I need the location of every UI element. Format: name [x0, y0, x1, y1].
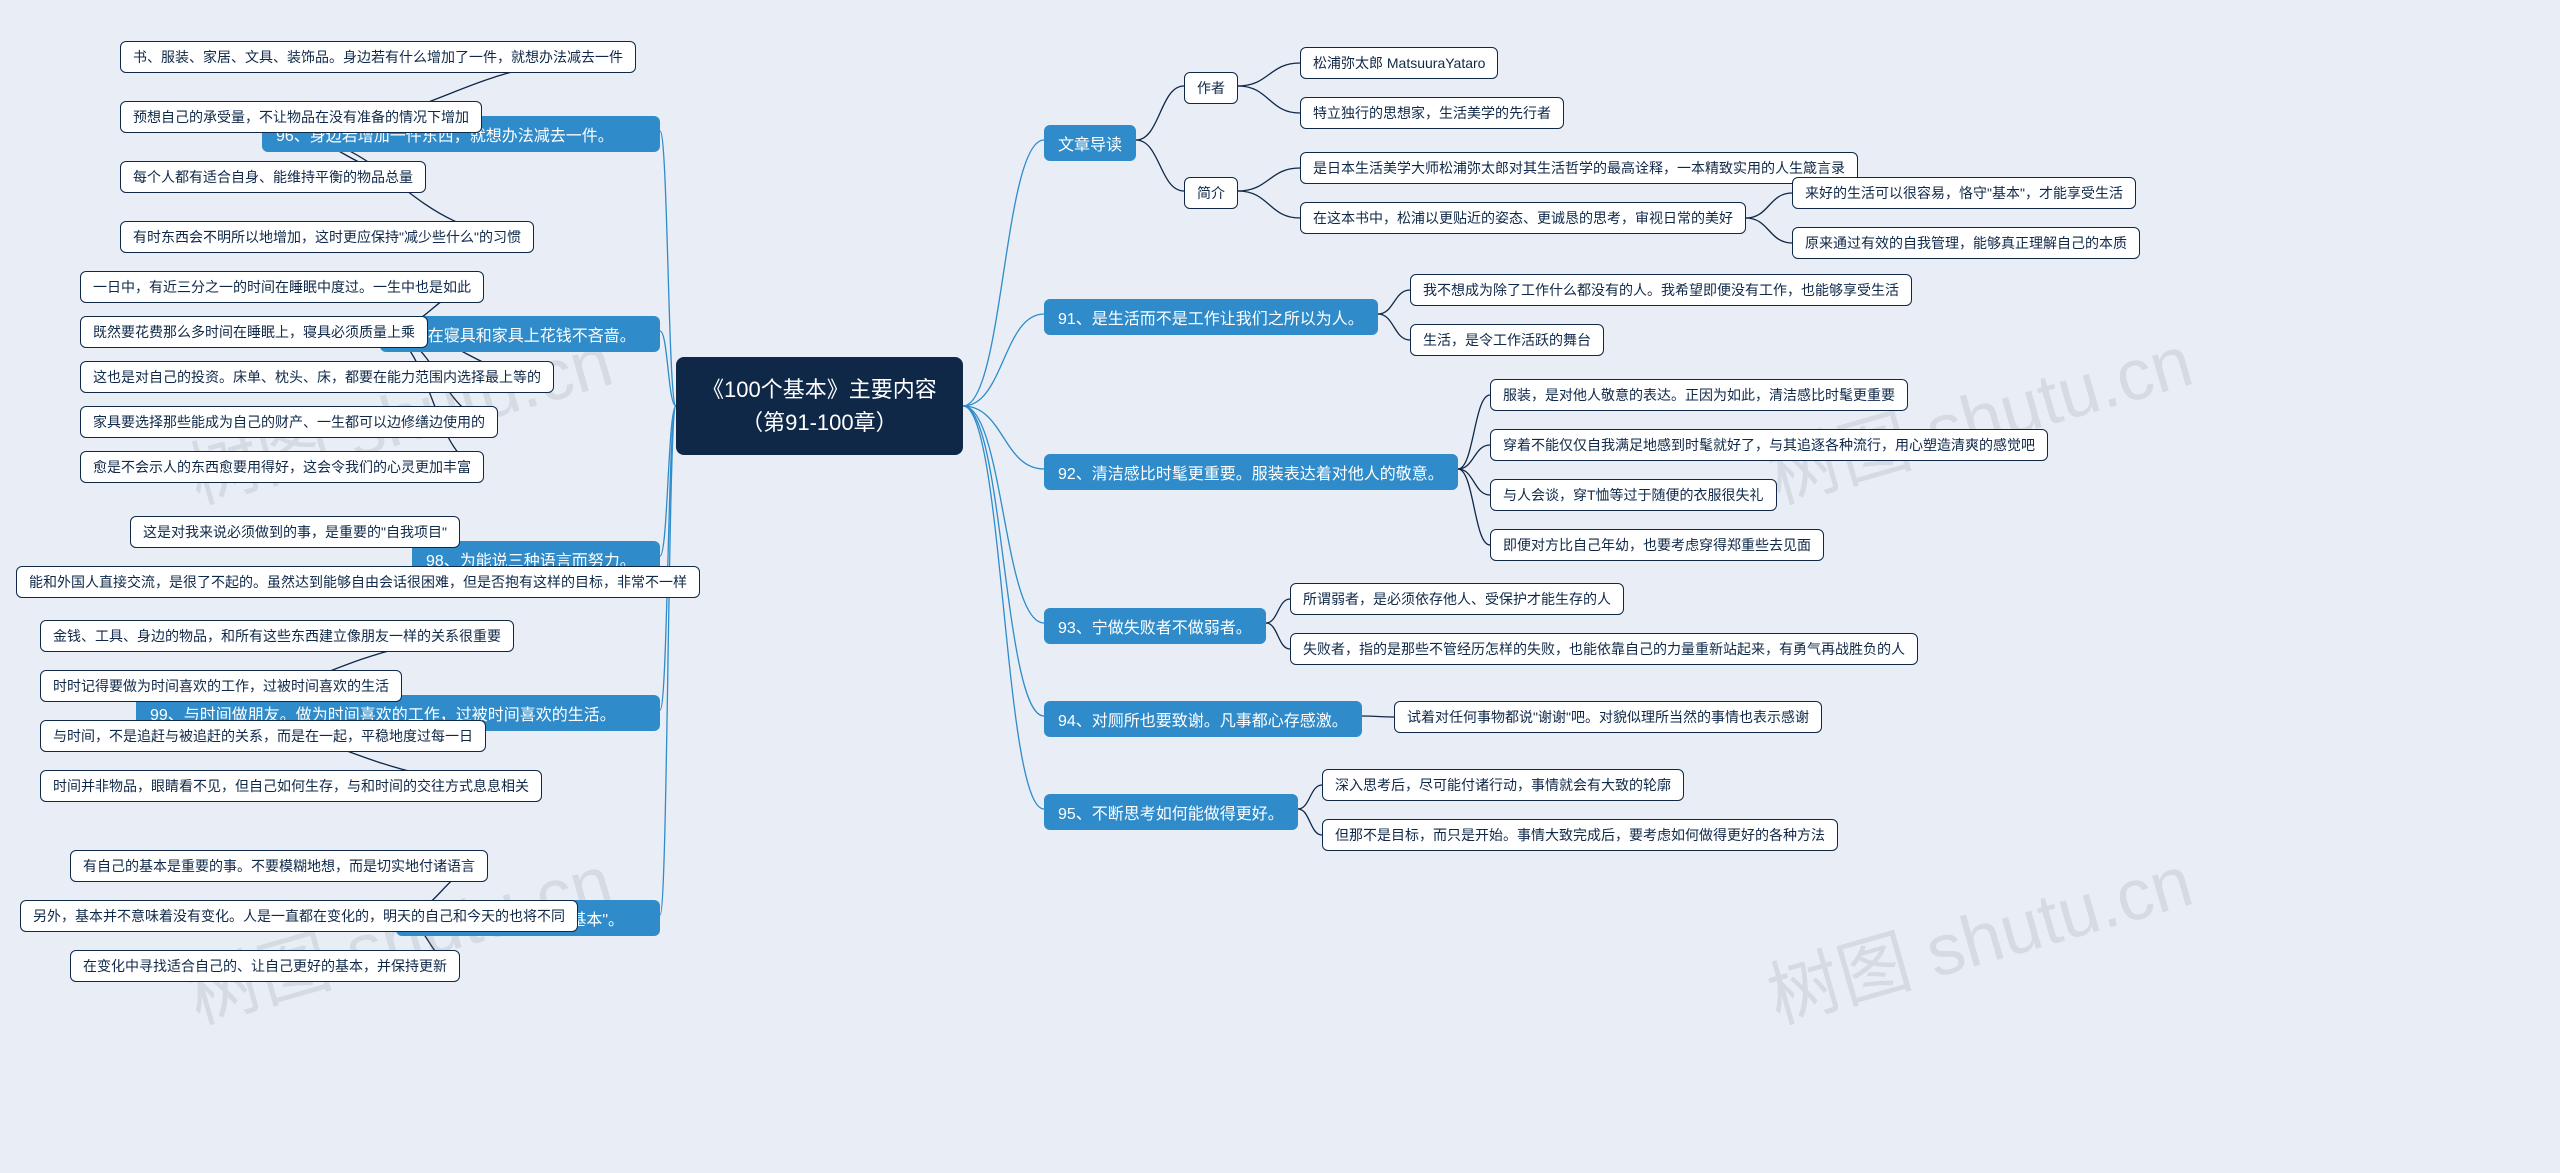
- leaf-98-0[interactable]: 这是对我来说必须做到的事，是重要的"自我项目": [130, 516, 460, 548]
- leaf-92-0[interactable]: 服装，是对他人敬意的表达。正因为如此，清洁感比时髦更重要: [1490, 379, 1908, 411]
- leaf-98-1[interactable]: 能和外国人直接交流，是很了不起的。虽然达到能够自由会话很困难，但是否抱有这样的目…: [16, 566, 700, 598]
- branch-92[interactable]: 92、清洁感比时髦更重要。服装表达着对他人的敬意。: [1044, 454, 1458, 490]
- leaf-97-4[interactable]: 愈是不会示人的东西愈要用得好，这会令我们的心灵更加丰富: [80, 451, 484, 483]
- leaf-99-2[interactable]: 与时间，不是追赶与被追赶的关系，而是在一起，平稳地度过每一日: [40, 720, 486, 752]
- branch-95[interactable]: 95、不断思考如何能做得更好。: [1044, 794, 1298, 830]
- branch-91[interactable]: 91、是生活而不是工作让我们之所以为人。: [1044, 299, 1378, 335]
- branch-intro[interactable]: 文章导读: [1044, 125, 1136, 161]
- leaf-brief-1-1[interactable]: 原来通过有效的自我管理，能够真正理解自己的本质: [1792, 227, 2140, 259]
- leaf-93-0[interactable]: 所谓弱者，是必须依存他人、受保护才能生存的人: [1290, 583, 1624, 615]
- leaf-brief-0[interactable]: 是日本生活美学大师松浦弥太郎对其生活哲学的最高诠释，一本精致实用的人生箴言录: [1300, 152, 1858, 184]
- leaf-94-0[interactable]: 试着对任何事物都说"谢谢"吧。对貌似理所当然的事情也表示感谢: [1394, 701, 1822, 733]
- leaf-99-0[interactable]: 金钱、工具、身边的物品，和所有这些东西建立像朋友一样的关系很重要: [40, 620, 514, 652]
- leaf-100-0[interactable]: 有自己的基本是重要的事。不要模糊地想，而是切实地付诸语言: [70, 850, 488, 882]
- leaf-91-1[interactable]: 生活，是令工作活跃的舞台: [1410, 324, 1604, 356]
- sub-brief[interactable]: 简介: [1184, 177, 1238, 209]
- leaf-100-1[interactable]: 另外，基本并不意味着没有变化。人是一直都在变化的，明天的自己和今天的也将不同: [20, 900, 578, 932]
- sub-author[interactable]: 作者: [1184, 72, 1238, 104]
- leaf-99-1[interactable]: 时时记得要做为时间喜欢的工作，过被时间喜欢的生活: [40, 670, 402, 702]
- leaf-author-0[interactable]: 松浦弥太郎 MatsuuraYataro: [1300, 47, 1498, 79]
- leaf-96-0[interactable]: 书、服装、家居、文具、装饰品。身边若有什么增加了一件，就想办法减去一件: [120, 41, 636, 73]
- leaf-95-0[interactable]: 深入思考后，尽可能付诸行动，事情就会有大致的轮廓: [1322, 769, 1684, 801]
- leaf-96-3[interactable]: 有时东西会不明所以地增加，这时更应保持"减少些什么"的习惯: [120, 221, 534, 253]
- leaf-92-3[interactable]: 即便对方比自己年幼，也要考虑穿得郑重些去见面: [1490, 529, 1824, 561]
- leaf-99-3[interactable]: 时间并非物品，眼睛看不见，但自己如何生存，与和时间的交往方式息息相关: [40, 770, 542, 802]
- leaf-97-3[interactable]: 家具要选择那些能成为自己的财产、一生都可以边修缮边使用的: [80, 406, 498, 438]
- leaf-92-1[interactable]: 穿着不能仅仅自我满足地感到时髦就好了，与其追逐各种流行，用心塑造清爽的感觉吧: [1490, 429, 2048, 461]
- branch-93[interactable]: 93、宁做失败者不做弱者。: [1044, 608, 1266, 644]
- leaf-100-2[interactable]: 在变化中寻找适合自己的、让自己更好的基本，并保持更新: [70, 950, 460, 982]
- leaf-92-2[interactable]: 与人会谈，穿T恤等过于随便的衣服很失礼: [1490, 479, 1777, 511]
- branch-94[interactable]: 94、对厕所也要致谢。凡事都心存感激。: [1044, 701, 1362, 737]
- leaf-brief-1-0[interactable]: 来好的生活可以很容易，恪守"基本"，才能享受生活: [1792, 177, 2136, 209]
- leaf-author-1[interactable]: 特立独行的思想家，生活美学的先行者: [1300, 97, 1564, 129]
- leaf-97-0[interactable]: 一日中，有近三分之一的时间在睡眠中度过。一生中也是如此: [80, 271, 484, 303]
- root-title-1: 《100个基本》主要内容: [702, 373, 937, 406]
- leaf-97-1[interactable]: 既然要花费那么多时间在睡眠上，寝具必须质量上乘: [80, 316, 428, 348]
- leaf-97-2[interactable]: 这也是对自己的投资。床单、枕头、床，都要在能力范围内选择最上等的: [80, 361, 554, 393]
- leaf-brief-1[interactable]: 在这本书中，松浦以更贴近的姿态、更诚恳的思考，审视日常的美好: [1300, 202, 1746, 234]
- leaf-93-1[interactable]: 失败者，指的是那些不管经历怎样的失败，也能依靠自己的力量重新站起来，有勇气再战胜…: [1290, 633, 1918, 665]
- leaf-96-1[interactable]: 预想自己的承受量，不让物品在没有准备的情况下增加: [120, 101, 482, 133]
- root-title-2: （第91-100章）: [702, 406, 937, 439]
- leaf-95-1[interactable]: 但那不是目标，而只是开始。事情大致完成后，要考虑如何做得更好的各种方法: [1322, 819, 1838, 851]
- root-node[interactable]: 《100个基本》主要内容 （第91-100章）: [676, 357, 963, 455]
- leaf-91-0[interactable]: 我不想成为除了工作什么都没有的人。我希望即便没有工作，也能够享受生活: [1410, 274, 1912, 306]
- leaf-96-2[interactable]: 每个人都有适合自身、能维持平衡的物品总量: [120, 161, 426, 193]
